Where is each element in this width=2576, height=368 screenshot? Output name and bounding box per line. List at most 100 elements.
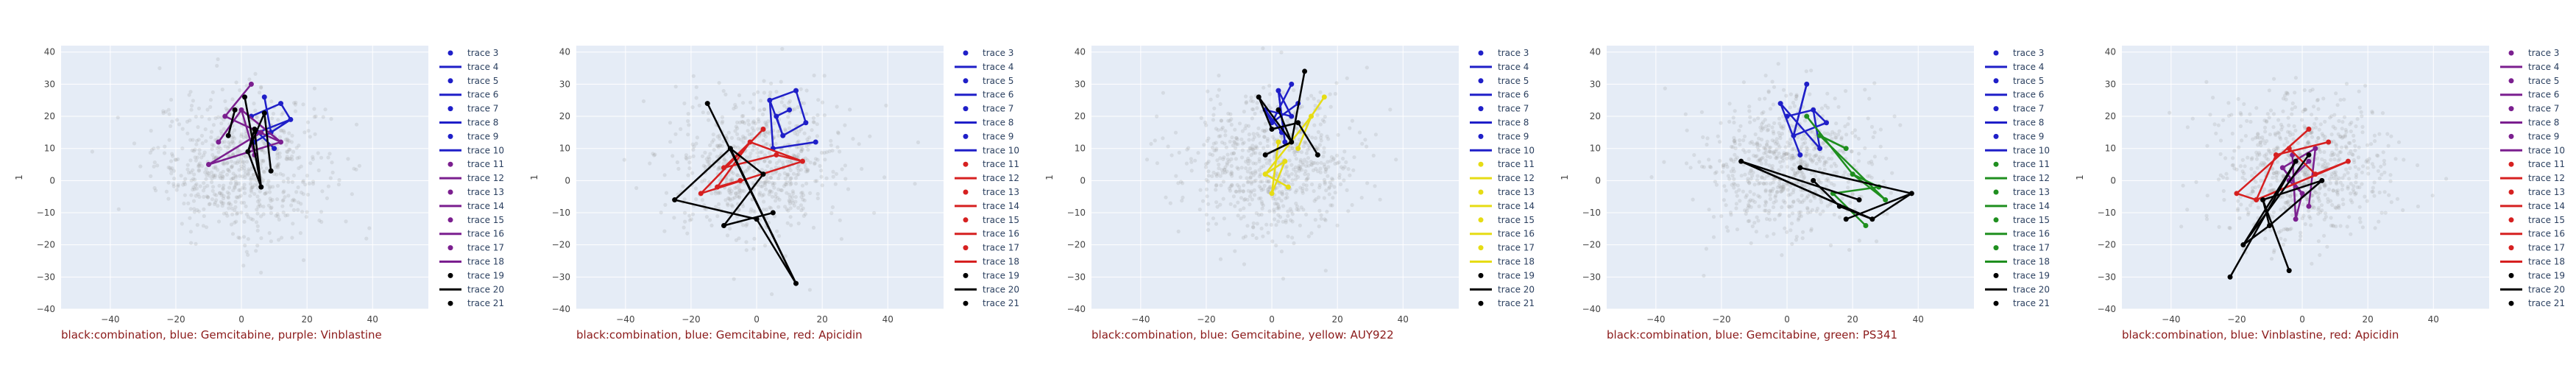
background-point — [2341, 202, 2346, 207]
background-point — [1863, 88, 1867, 92]
background-point — [2310, 199, 2315, 204]
background-point — [788, 180, 792, 184]
background-point — [2315, 194, 2320, 199]
background-point — [233, 185, 237, 189]
background-point — [786, 172, 790, 177]
background-point — [1319, 135, 1323, 140]
background-point — [1290, 146, 1295, 150]
background-point — [192, 187, 197, 191]
background-point — [822, 113, 827, 118]
background-point — [728, 178, 732, 183]
background-point — [1197, 208, 1202, 212]
legend-item-label: trace 15 — [2013, 215, 2050, 225]
legend-item-label: trace 3 — [2528, 48, 2559, 58]
background-point — [1869, 124, 1875, 129]
series-point — [721, 222, 726, 228]
background-point — [1867, 96, 1872, 101]
background-point — [2291, 146, 2296, 150]
background-point — [1257, 184, 1262, 188]
background-point — [1206, 136, 1211, 141]
background-point — [275, 164, 280, 169]
background-point — [1788, 228, 1793, 233]
legend-item-label: trace 17 — [1498, 243, 1535, 253]
background-point — [2304, 195, 2309, 199]
background-point — [2282, 143, 2287, 147]
background-point — [2336, 205, 2340, 209]
legend-marker-symbol — [1478, 272, 1484, 278]
background-point — [1258, 141, 1262, 146]
background-point — [2298, 152, 2302, 157]
background-point — [1792, 163, 1797, 167]
background-point — [1322, 196, 1326, 200]
background-point — [2271, 147, 2276, 152]
background-point — [294, 146, 299, 150]
background-point — [2275, 160, 2280, 164]
background-point — [251, 172, 255, 177]
background-point — [706, 110, 711, 116]
background-point — [299, 202, 303, 206]
background-point — [222, 201, 226, 205]
background-point — [219, 199, 224, 204]
background-point — [1788, 192, 1793, 197]
background-point — [194, 241, 198, 246]
background-point — [1702, 274, 1706, 278]
plot-area — [61, 46, 428, 309]
background-point — [1773, 195, 1777, 199]
background-point — [152, 185, 157, 191]
background-point — [255, 183, 260, 187]
background-point — [205, 173, 209, 177]
series-point — [1797, 152, 1803, 158]
background-point — [812, 120, 816, 124]
background-point — [1809, 227, 1814, 231]
background-point — [1692, 153, 1696, 158]
background-point — [1301, 160, 1305, 165]
series-point — [248, 81, 254, 87]
background-point — [220, 174, 224, 178]
background-point — [2268, 151, 2273, 155]
background-point — [1830, 130, 1835, 134]
background-point — [187, 93, 191, 97]
background-point — [1292, 167, 1296, 171]
background-point — [233, 205, 238, 210]
background-point — [1253, 193, 1257, 197]
background-point — [1791, 100, 1796, 105]
background-point — [297, 155, 302, 160]
background-point — [186, 171, 191, 175]
legend-marker-symbol — [963, 272, 969, 278]
legend-marker-symbol — [963, 133, 969, 139]
background-point — [236, 181, 241, 185]
background-point — [1741, 138, 1746, 143]
background-point — [1847, 247, 1852, 252]
background-point — [2323, 174, 2327, 178]
background-point — [242, 191, 247, 196]
background-point — [1783, 200, 1787, 205]
background-point — [283, 213, 288, 218]
background-point — [1758, 97, 1762, 102]
chart-panel-1: −40 −20 0 20 40 −40 −30 −20 −10 0 10 20 30 40 1 trace 3… — [0, 0, 515, 368]
series-point — [1275, 107, 1281, 113]
background-point — [1825, 177, 1830, 181]
background-point — [1774, 141, 1778, 146]
series-point — [1869, 216, 1875, 222]
background-point — [1747, 199, 1752, 204]
background-point — [804, 181, 809, 185]
background-point — [1228, 171, 1233, 176]
background-point — [767, 131, 771, 135]
background-point — [758, 191, 762, 195]
background-point — [751, 128, 756, 132]
background-point — [1743, 172, 1747, 177]
background-point — [209, 130, 214, 134]
background-point — [1225, 160, 1229, 165]
background-point — [1844, 132, 1849, 137]
background-point — [1765, 154, 1769, 158]
background-point — [1743, 208, 1747, 213]
background-point — [737, 195, 741, 199]
background-point — [1759, 138, 1764, 142]
background-point — [1799, 169, 1803, 174]
background-point — [2301, 213, 2306, 218]
background-point — [822, 74, 827, 78]
background-point — [1215, 93, 1220, 98]
background-point — [1295, 127, 1299, 131]
background-point — [1330, 203, 1334, 208]
background-point — [250, 166, 254, 171]
